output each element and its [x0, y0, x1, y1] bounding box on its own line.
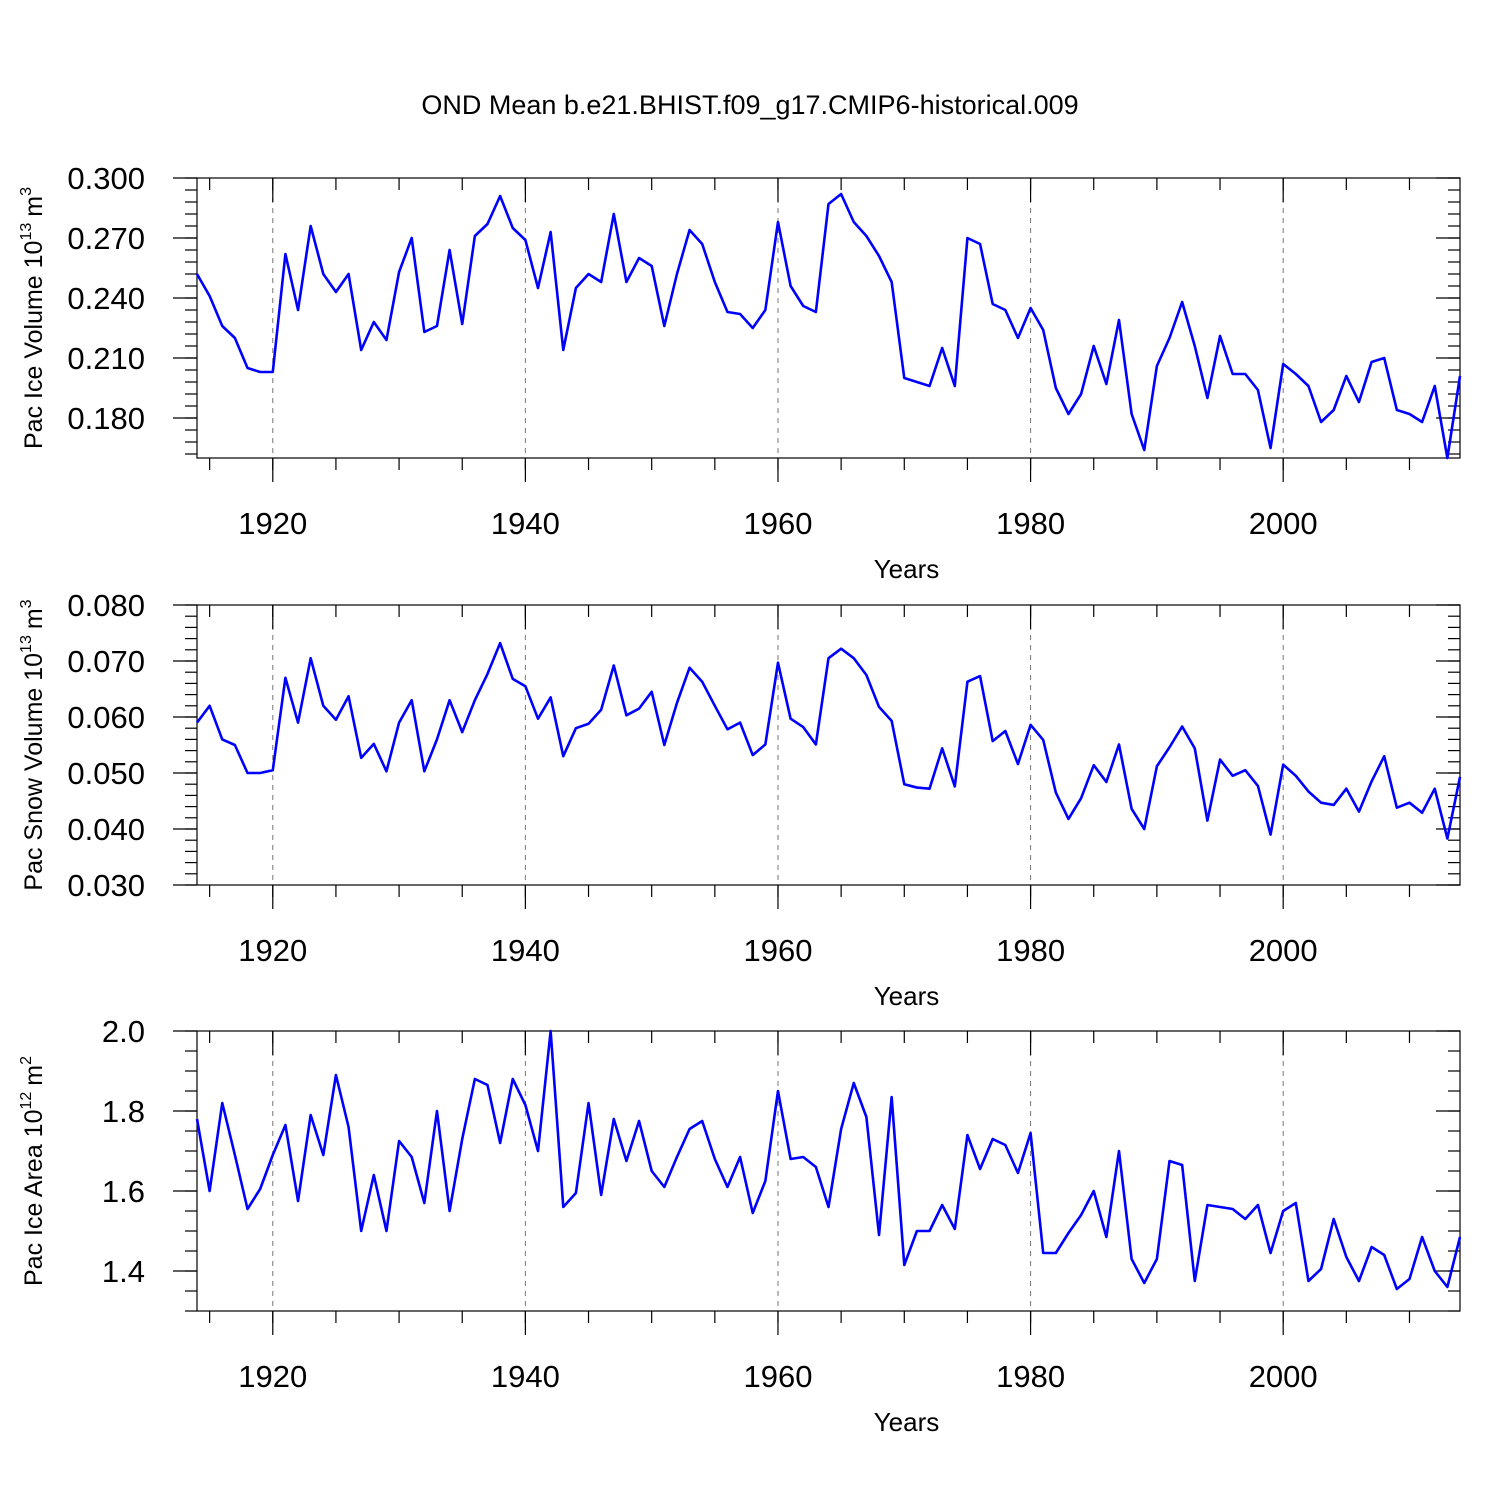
x-tick-label: 1920 [238, 1359, 307, 1394]
data-line [195, 1029, 1462, 1291]
y-tick-label: 0.180 [67, 401, 145, 436]
y-axis-label-text: Pac Snow Volume 10 [20, 653, 48, 891]
y-tick-label: 0.040 [67, 812, 145, 847]
y-tick-label: 0.050 [67, 756, 145, 791]
y-tick-label: 0.030 [67, 868, 145, 903]
y-axis-label-exponent: 3 [18, 187, 35, 196]
panel: 1920 1940 1960 1980 2000 0.300 0.270 0.240 0.210… [18, 161, 1461, 584]
x-axis-label: Years [874, 554, 940, 584]
y-axis-label-text: m [20, 1065, 48, 1086]
x-tick-label: 1960 [743, 1359, 812, 1394]
y-tick-label: 0.240 [67, 281, 145, 316]
y-axis-label-text: m [20, 196, 48, 217]
x-tick-label: 1980 [996, 1359, 1065, 1394]
y-tick-label: 1.6 [102, 1174, 145, 1209]
y-axis-label-exponent: 13 [18, 635, 35, 653]
data-line [195, 641, 1462, 840]
x-tick-label: 1920 [238, 933, 307, 968]
x-tick-label: 2000 [1249, 506, 1318, 541]
y-axis-label: Pac Snow Volume 1013 m3 [18, 599, 48, 890]
y-axis-label: Pac Ice Area 1012 m2 [18, 1056, 48, 1286]
x-tick-label: 1980 [996, 933, 1065, 968]
plot-frame [196, 1030, 1461, 1312]
y-tick-label: 0.270 [67, 221, 145, 256]
x-axis-label: Years [874, 981, 940, 1011]
y-axis-label-exponent: 2 [18, 1056, 35, 1065]
plot-frame [196, 177, 1461, 459]
x-tick-label: 1940 [491, 506, 560, 541]
y-tick-label: 0.080 [67, 588, 145, 623]
x-tick-label: 1940 [491, 1359, 560, 1394]
y-tick-label: 1.4 [102, 1254, 145, 1289]
y-tick-label: 0.070 [67, 644, 145, 679]
y-tick-label: 0.210 [67, 341, 145, 376]
y-axis-label-exponent: 3 [18, 599, 35, 608]
panel: 1920 1940 1960 1980 2000 0.080 0.070 0.060 0.050… [18, 588, 1461, 1011]
y-axis-label-exponent: 13 [18, 223, 35, 241]
x-tick-label: 1960 [743, 933, 812, 968]
x-tick-label: 1980 [996, 506, 1065, 541]
plot-frame [196, 604, 1461, 886]
y-tick-label: 0.300 [67, 161, 145, 196]
y-axis-label-text: Pac Ice Volume 10 [20, 241, 48, 449]
data-line [195, 192, 1462, 460]
x-tick-label: 1940 [491, 933, 560, 968]
x-tick-label: 2000 [1249, 1359, 1318, 1394]
figure-title: OND Mean b.e21.BHIST.f09_g17.CMIP6-histo… [421, 90, 1078, 120]
y-axis-label-text: m [20, 608, 48, 629]
x-tick-label: 1960 [743, 506, 812, 541]
y-axis-label-text: Pac Ice Area 10 [20, 1110, 48, 1287]
x-tick-label: 2000 [1249, 933, 1318, 968]
y-tick-label: 1.8 [102, 1094, 145, 1129]
panel: 1920 1940 1960 1980 2000 2.0 1.8 1.6 1.4 Years Pac… [18, 1014, 1461, 1437]
x-tick-label: 1920 [238, 506, 307, 541]
y-tick-label: 0.060 [67, 700, 145, 735]
x-axis-label: Years [874, 1407, 940, 1437]
y-tick-label: 2.0 [102, 1014, 145, 1049]
y-axis-label-exponent: 12 [18, 1092, 35, 1110]
y-axis-label: Pac Ice Volume 1013 m3 [18, 187, 48, 449]
